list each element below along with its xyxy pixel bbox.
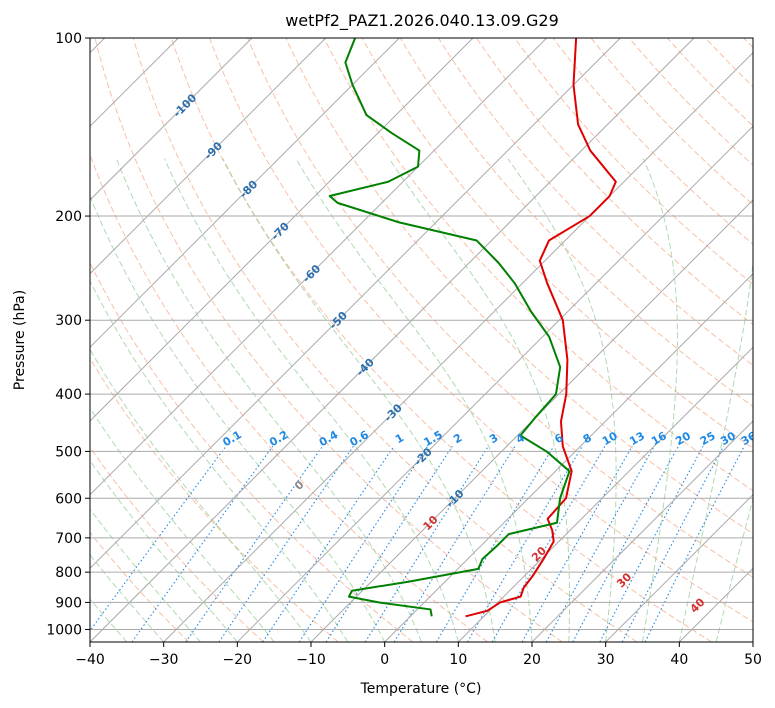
mixing-ratio-line [298, 445, 429, 642]
x-tick-label: −40 [75, 652, 105, 668]
skewed-isotherms [90, 38, 753, 642]
dry-adiabats [90, 38, 753, 642]
grid-lines [90, 38, 753, 630]
dry-adiabat-line [285, 38, 753, 535]
y-tick-label: 900 [55, 595, 82, 611]
x-axis-ticks: −40 −30 −20 −10 0 10 20 30 40 50 [75, 642, 762, 668]
isotherm-line [90, 38, 548, 496]
mixing-ratio-line [521, 445, 633, 642]
y-tick-label: 1000 [46, 622, 82, 638]
moist-adiabat-line [90, 459, 238, 642]
isotherm-line [605, 493, 753, 642]
mixing-ratio-line [262, 445, 395, 642]
isotherm-line [90, 38, 253, 201]
isotherm-line [531, 420, 753, 642]
x-tick-label: 20 [523, 652, 541, 668]
plot-frame [89, 37, 754, 643]
isotherm-line [90, 38, 400, 349]
x-tick-label: 10 [449, 652, 467, 668]
y-tick-label: 600 [55, 491, 82, 507]
chart-title: wetPf2_PAZ1.2026.040.13.09.G29 [285, 11, 559, 31]
dry-adiabat-line [247, 38, 753, 578]
dry-adiabat-line [132, 38, 638, 642]
isotherm-line [90, 38, 621, 570]
x-tick-label: −30 [149, 652, 179, 668]
mixing-ratio-line [325, 445, 453, 642]
isotherm-line [236, 125, 753, 642]
moist-adiabat-line [90, 194, 386, 642]
y-tick-label: 700 [55, 531, 82, 547]
mixing-ratio-line [621, 445, 725, 642]
y-tick-label: 500 [55, 444, 82, 460]
y-axis-ticks: 100 200 300 400 500 600 700 800 900 1000 [46, 31, 90, 638]
isotherm-line [90, 38, 695, 642]
x-tick-label: 50 [744, 652, 762, 668]
mixing-ratio-line [131, 445, 274, 642]
mixing-ratio-line [185, 445, 324, 642]
x-tick-label: 40 [670, 652, 688, 668]
isotherm-line [163, 51, 753, 642]
mixing-ratio-line [644, 445, 745, 642]
isotherm-line [457, 346, 753, 642]
x-tick-label: 0 [380, 652, 389, 668]
temperature-profile-line [465, 38, 617, 618]
dry-adiabat-line [209, 38, 753, 623]
mixing-ratio-label: 36 [739, 429, 759, 448]
mixing-ratio-line [545, 445, 655, 642]
dry-adiabat-line [90, 531, 190, 642]
x-axis-label: Temperature (°C) [360, 681, 482, 697]
isotherm-line [310, 199, 753, 642]
x-tick-label: −20 [223, 652, 253, 668]
plot-area: -100-90-80-70-60-50-40-30-20-100.1 0.2 0.4… [90, 38, 759, 642]
isotherm-line [384, 272, 753, 642]
dry-adiabat-line [438, 38, 753, 366]
mixing-ratio-line [393, 445, 516, 642]
isotherm-line [90, 38, 327, 275]
dry-adiabat-line [323, 38, 753, 492]
x-tick-label: −10 [296, 652, 326, 668]
mixing-ratio-line [364, 445, 489, 642]
isotherm-line [90, 38, 474, 422]
dewpoint-profile-line [328, 38, 571, 617]
profile-series [328, 38, 617, 618]
y-tick-label: 400 [55, 387, 82, 403]
mixing-ratio-line [218, 445, 354, 642]
y-tick-label: 200 [55, 209, 82, 225]
dry-adiabat-line [399, 38, 753, 408]
moist-adiabat-line [116, 158, 422, 642]
y-tick-label: 800 [55, 565, 82, 581]
dry-adiabat-line [361, 38, 753, 449]
y-tick-label: 100 [55, 31, 82, 47]
mixing-ratio-lines [90, 445, 745, 642]
dry-adiabat-line [90, 261, 414, 642]
dry-adiabat-line [94, 38, 563, 642]
y-tick-label: 300 [55, 313, 82, 329]
x-tick-label: 30 [597, 652, 615, 668]
y-axis-label: Pressure (hPa) [12, 290, 28, 390]
mixing-ratio-line [435, 445, 555, 642]
